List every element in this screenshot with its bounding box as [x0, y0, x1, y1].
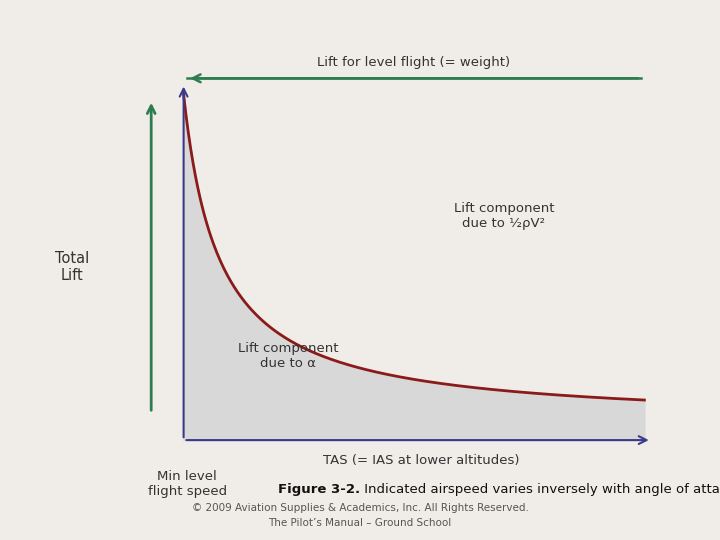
Text: Min level
flight speed: Min level flight speed	[148, 470, 227, 498]
Text: TAS (= IAS at lower altitudes): TAS (= IAS at lower altitudes)	[323, 454, 519, 467]
Text: Lift for level flight (= weight): Lift for level flight (= weight)	[318, 56, 510, 69]
Text: Figure 3-2.: Figure 3-2.	[278, 483, 360, 496]
Text: © 2009 Aviation Supplies & Academics, Inc. All Rights Reserved.
The Pilot’s Manu: © 2009 Aviation Supplies & Academics, In…	[192, 503, 528, 528]
Text: Lift component
due to ½ρV²: Lift component due to ½ρV²	[454, 202, 554, 230]
Text: Lift component
due to α: Lift component due to α	[238, 342, 338, 370]
Text: Total
Lift: Total Lift	[55, 251, 89, 284]
Text: Indicated airspeed varies inversely with angle of attack.: Indicated airspeed varies inversely with…	[360, 483, 720, 496]
